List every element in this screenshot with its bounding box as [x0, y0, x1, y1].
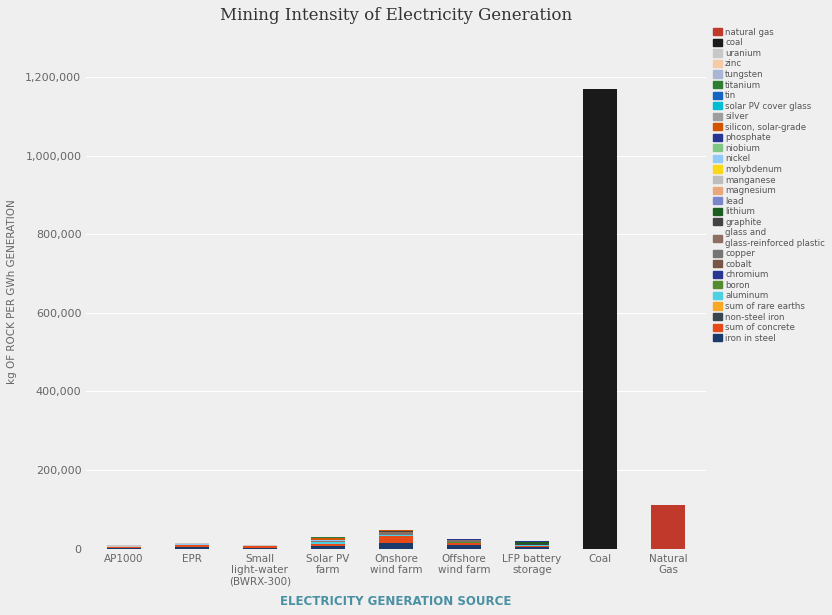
Bar — [311, 546, 345, 549]
Bar — [447, 540, 481, 541]
Bar — [379, 536, 413, 543]
Bar — [515, 541, 549, 542]
Legend: natural gas, coal, uranium, zinc, tungsten, titanium, tin, solar PV cover glass,: natural gas, coal, uranium, zinc, tungst… — [713, 28, 825, 343]
Bar — [106, 548, 141, 549]
Y-axis label: kg OF ROCK PER GWh GENERATION: kg OF ROCK PER GWh GENERATION — [7, 199, 17, 384]
Bar — [447, 541, 481, 542]
Bar — [651, 506, 686, 549]
Bar — [175, 547, 209, 549]
Bar — [515, 547, 549, 549]
Bar — [379, 534, 413, 535]
Bar — [379, 531, 413, 534]
Title: Mining Intensity of Electricity Generation: Mining Intensity of Electricity Generati… — [220, 7, 572, 24]
Bar — [175, 543, 209, 544]
Bar — [447, 545, 481, 549]
Bar — [447, 543, 481, 545]
Bar — [311, 542, 345, 544]
Bar — [243, 547, 277, 548]
Bar — [583, 89, 617, 549]
X-axis label: ELECTRICITY GENERATION SOURCE: ELECTRICITY GENERATION SOURCE — [280, 595, 512, 608]
Bar — [311, 538, 345, 541]
Bar — [106, 547, 141, 548]
Bar — [243, 545, 277, 546]
Bar — [311, 544, 345, 546]
Bar — [106, 545, 141, 547]
Bar — [175, 545, 209, 547]
Bar — [515, 542, 549, 544]
Bar — [243, 548, 277, 549]
Bar — [379, 543, 413, 549]
